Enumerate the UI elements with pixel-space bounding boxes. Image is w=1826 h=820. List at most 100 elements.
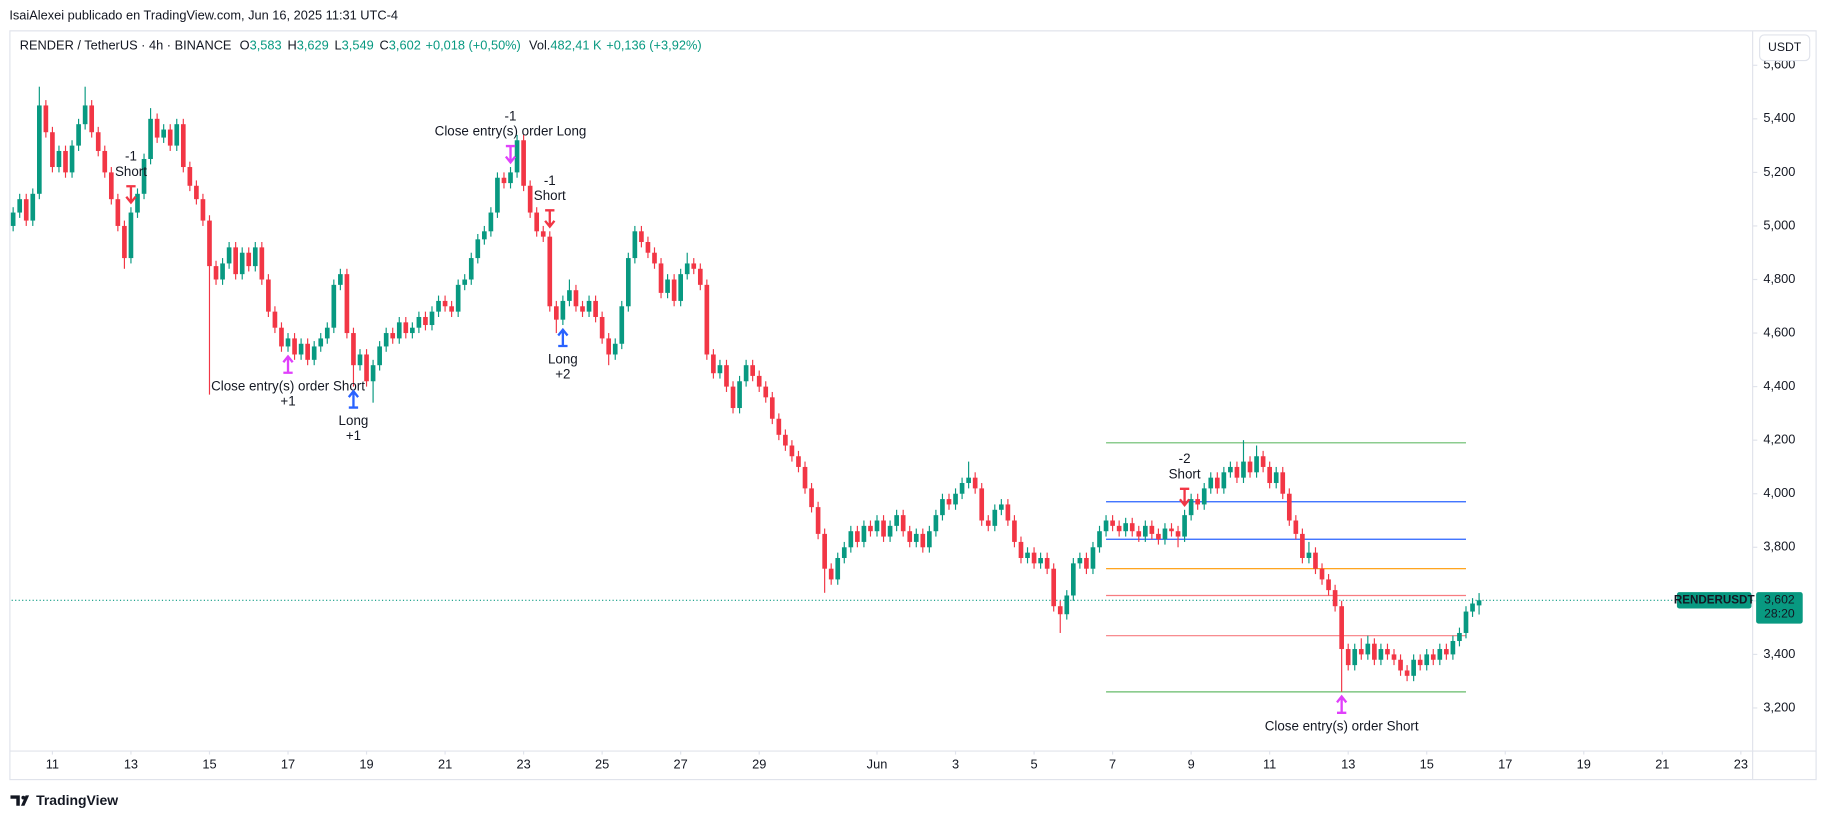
candle-body	[1424, 654, 1430, 666]
candle-body	[1025, 552, 1030, 558]
candle-body	[50, 132, 55, 168]
candle-body	[239, 252, 245, 275]
candle-body	[1182, 515, 1187, 537]
ohlc-value: 3,583	[250, 38, 282, 53]
candle-body	[737, 381, 742, 409]
candle-body	[881, 520, 886, 537]
x-tick-label: 15	[202, 756, 216, 771]
x-tick-label: 15	[1420, 756, 1434, 771]
candle-body	[69, 145, 75, 173]
x-tick-label: 9	[1188, 756, 1195, 771]
candle-body	[1221, 472, 1227, 489]
candle-body	[711, 354, 716, 374]
candle-body	[1293, 520, 1299, 534]
candle-body	[82, 105, 88, 125]
publish-header: IsaiAlexei publicado en TradingView.com,…	[9, 8, 398, 23]
candle-body	[1234, 466, 1240, 478]
candle-body	[619, 306, 625, 344]
candle-body	[658, 263, 664, 293]
candle-body	[927, 531, 932, 548]
x-tick-label: 29	[752, 756, 766, 771]
candle-body	[697, 268, 703, 285]
candle-body	[429, 311, 435, 326]
candle-body	[23, 199, 29, 221]
candle-body	[108, 172, 114, 200]
candle-body	[704, 284, 710, 355]
candle-body	[815, 507, 821, 534]
candle-body	[194, 185, 199, 200]
candle-body	[1391, 654, 1397, 660]
candle-body	[1084, 557, 1089, 569]
y-tick-label: 3,400	[1763, 646, 1795, 661]
candle-body	[383, 333, 389, 347]
symbol-info: RENDER / TetherUS · 4h · BINANCE	[20, 38, 232, 53]
candle-body	[213, 266, 219, 280]
candle-body	[913, 533, 919, 542]
candle-body	[1365, 643, 1371, 655]
signal-arrow	[544, 209, 556, 229]
ohlc-key: C	[380, 38, 389, 53]
x-tick-label: 17	[281, 756, 295, 771]
ohlc-value: 3,549	[342, 38, 374, 53]
candle-body	[252, 247, 258, 267]
currency-button[interactable]	[1759, 34, 1811, 62]
candle-body	[331, 284, 337, 328]
candle-body	[1352, 649, 1358, 666]
candle-body	[468, 258, 474, 280]
candle-body	[1031, 552, 1037, 564]
candle-body	[180, 124, 186, 168]
chart-frame	[9, 30, 1817, 781]
ohlc-value: 3,602	[389, 38, 421, 53]
candle-body	[940, 499, 945, 516]
candle-body	[1332, 590, 1338, 607]
logo-dot	[21, 795, 26, 800]
candle-body	[796, 456, 801, 467]
signal-arrow	[1336, 694, 1348, 715]
candle-body	[56, 150, 62, 168]
candle-body	[1273, 472, 1279, 484]
y-tick-label: 5,200	[1763, 164, 1795, 179]
candle-body	[30, 193, 36, 221]
candle-body	[167, 129, 173, 146]
signal-label: Close entry(s) order Short	[1265, 718, 1419, 733]
candle-body	[436, 300, 441, 312]
candle-body	[36, 105, 42, 194]
candle-body	[1123, 523, 1129, 532]
change: +0,018 (+0,50%)	[425, 38, 520, 53]
candle-body	[1326, 579, 1331, 591]
candle-body	[102, 150, 108, 173]
signal-label: Short	[1169, 466, 1201, 481]
candle-body	[259, 247, 265, 280]
price-label: 3,602	[1764, 593, 1795, 607]
candle-body	[1372, 643, 1377, 660]
candle-body	[593, 300, 598, 317]
symbol-label-box	[1676, 592, 1752, 609]
candle-body	[311, 346, 317, 360]
candle-body	[900, 515, 906, 532]
candle-body	[1169, 528, 1174, 532]
candle-body	[1430, 654, 1436, 660]
candle-body	[606, 338, 612, 355]
x-tick-label: 23	[1734, 756, 1748, 771]
candle-body	[730, 386, 736, 409]
candle-body	[953, 493, 958, 505]
candle-body	[1457, 632, 1462, 642]
candle-body	[1175, 531, 1181, 537]
candle-body	[1398, 659, 1403, 671]
signal-label: +2	[555, 367, 570, 382]
candle-body	[985, 520, 991, 526]
candle-body	[959, 483, 965, 494]
candle-body	[370, 365, 376, 382]
candle-body	[279, 327, 284, 347]
candle-body	[1470, 603, 1475, 612]
candle-body	[1476, 600, 1482, 606]
candle-body	[1313, 552, 1318, 569]
candle-body	[1306, 552, 1312, 558]
currency-button-label: USDT	[1768, 40, 1802, 54]
candle-body	[128, 212, 134, 259]
candle-body	[1195, 499, 1201, 505]
candle-body	[488, 212, 494, 232]
candle-body	[966, 477, 971, 484]
signal-label: Short	[115, 164, 147, 179]
